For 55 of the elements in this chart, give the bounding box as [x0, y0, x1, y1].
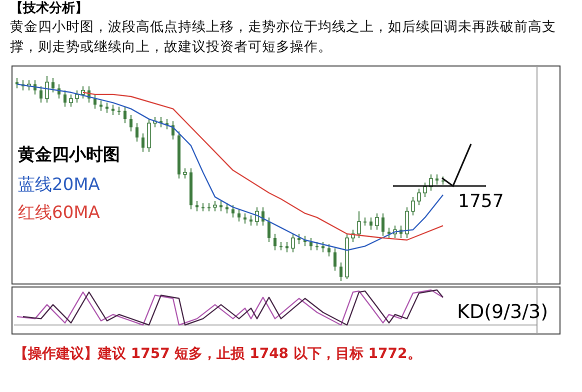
candlestick [213, 200, 217, 212]
candlestick [69, 94, 73, 108]
candlestick [334, 248, 336, 272]
candlestick [340, 262, 342, 282]
candlestick [232, 204, 234, 218]
candlestick [94, 94, 96, 110]
text: 蓝线20MA [18, 175, 100, 195]
text: 1757 [458, 191, 504, 212]
candlestick [142, 132, 144, 152]
candlestick [244, 212, 246, 224]
candlestick [220, 200, 222, 212]
chart-subtitle: 黄金四小时图，波段高低点持续上移，走势亦位于均线之上，如后续回调未再跌破前高支撑，则走势或继续向上，故建议投资者可短多操作。 [10, 18, 557, 57]
candlestick [130, 114, 132, 132]
candlestick [357, 210, 361, 238]
candlestick [238, 208, 240, 222]
candlestick [291, 233, 295, 253]
candlestick [328, 244, 330, 257]
candlestick [370, 216, 372, 230]
candlestick [255, 206, 259, 226]
candlestick [436, 174, 438, 186]
text: 【操作建议】建议 1757 短多，止损 1748 以下，目标 1772。 [14, 345, 422, 363]
candlestick [382, 212, 384, 236]
candlestick [417, 188, 421, 206]
candlestick [64, 90, 66, 108]
candlestick [411, 196, 415, 216]
candlestick [274, 233, 276, 251]
text: KD(9/3/3) [457, 301, 548, 323]
candlestick [250, 214, 252, 226]
candlestick [106, 102, 108, 114]
candlestick [124, 106, 126, 124]
candlestick [40, 86, 42, 104]
text: 红线60MA [18, 203, 100, 223]
candlestick [268, 216, 270, 243]
candlestick [100, 100, 102, 112]
candlestick [136, 122, 138, 142]
candlestick [226, 202, 228, 214]
candlestick [183, 168, 187, 179]
candlestick [280, 242, 282, 251]
candlestick [202, 202, 204, 212]
candlestick [208, 202, 210, 212]
candlestick [423, 182, 427, 198]
chart-title: 【技术分析】 [10, 0, 89, 17]
candlestick [310, 237, 312, 251]
candlestick [298, 233, 300, 245]
candlestick [286, 242, 288, 253]
candlestick [81, 86, 85, 100]
candlestick [196, 200, 198, 212]
candlestick [45, 76, 49, 104]
candlestick [52, 78, 54, 93]
candlestick [75, 90, 79, 104]
candlestick [322, 242, 324, 253]
candlestick [375, 212, 379, 230]
annotation: 黄金四小时图 [17, 145, 120, 165]
candlestick [112, 104, 114, 116]
candlestick [405, 206, 409, 238]
